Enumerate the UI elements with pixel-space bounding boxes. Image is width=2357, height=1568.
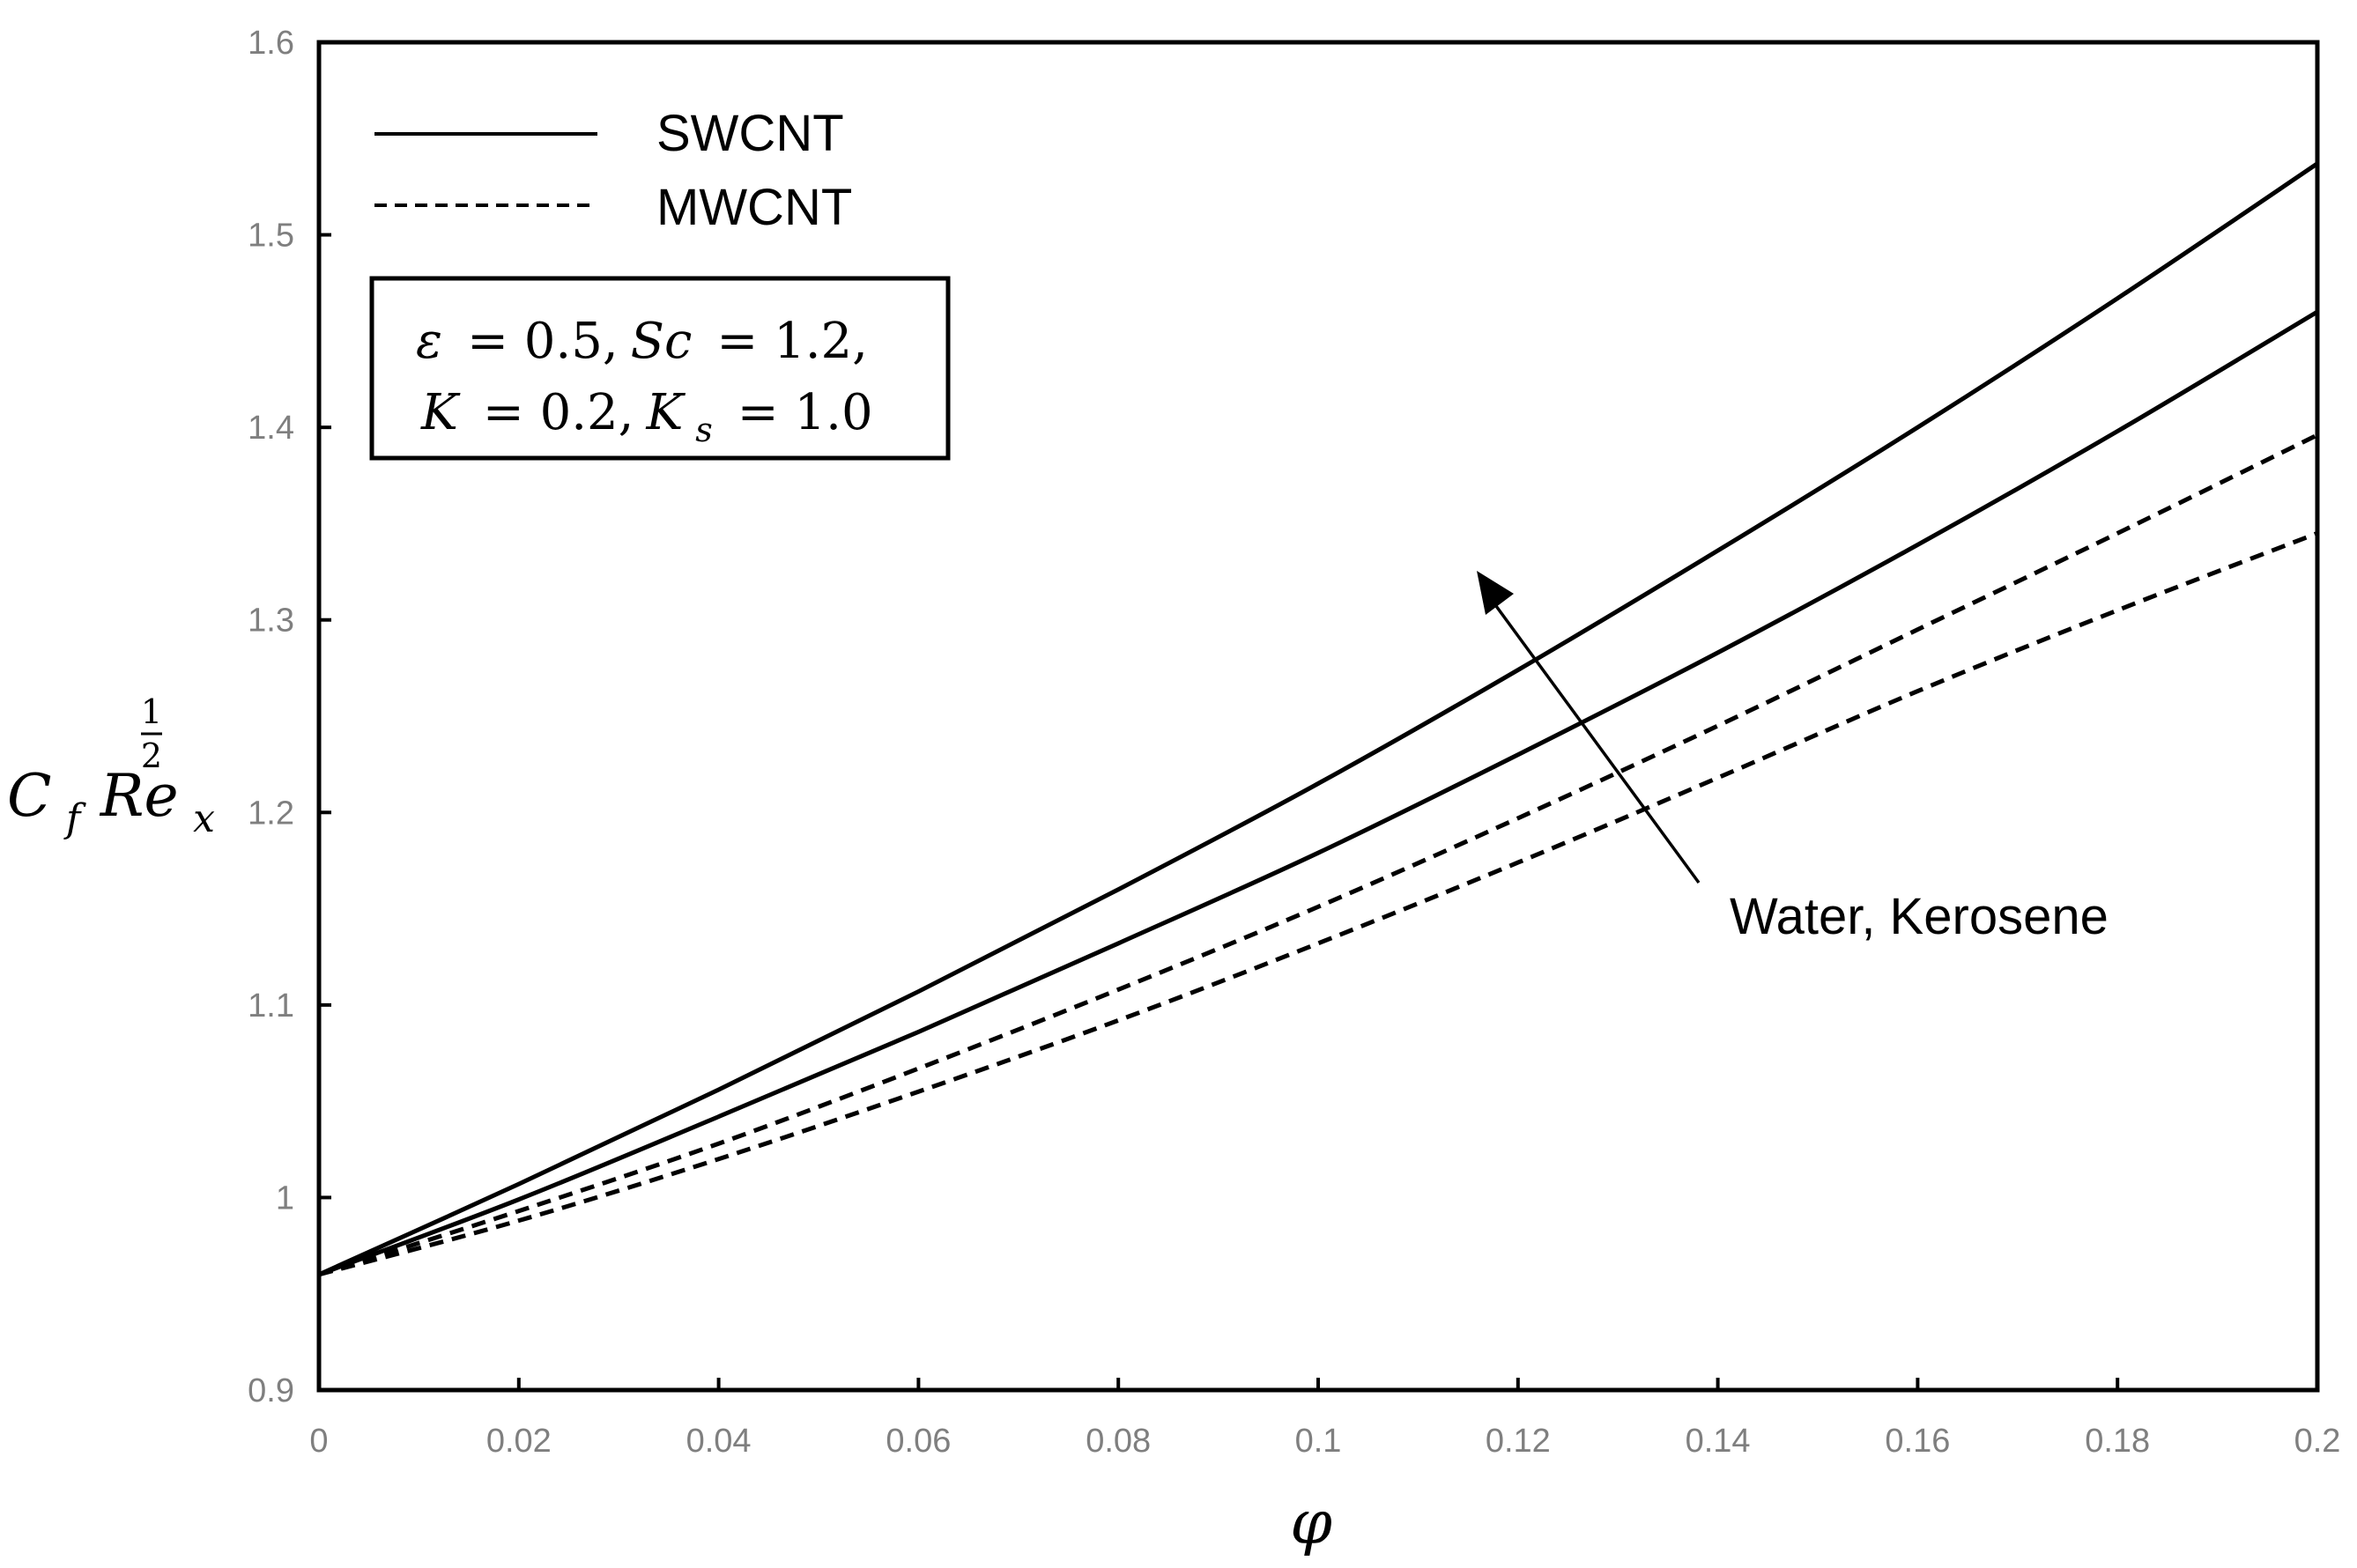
plot-frame (316, 40, 2320, 1393)
param-ks: K (645, 384, 686, 441)
parameters-line-2: K = 0.2, K s = 1.0 (420, 384, 873, 453)
y-tick-label: 1.3 (248, 603, 294, 640)
y-axis-ticks: 0.9 1 1.1 1.2 1.3 1.4 1.5 1.6 (248, 25, 331, 1409)
annotation-arrow-shaft (1494, 604, 1701, 884)
legend-label-swcnt: SWCNT (656, 105, 844, 162)
x-axis-label: φ (1290, 1489, 1332, 1558)
y-tick-label: 1.6 (248, 25, 294, 62)
x-tick-label: 0.04 (686, 1423, 752, 1460)
parameters-line-1: ε = 0.5, Sc = 1.2, (416, 313, 868, 370)
x-tick-label: 0.12 (1486, 1423, 1551, 1460)
y-tick-label: 1 (276, 1180, 294, 1217)
x-tick-label: 0.14 (1686, 1423, 1751, 1460)
x-tick-label: 0.2 (2294, 1423, 2341, 1460)
y-tick-label: 1.1 (248, 987, 294, 1024)
series-layer (317, 161, 2319, 1277)
x-tick-label: 0.18 (2085, 1423, 2150, 1460)
series-line-swcnt-water (318, 309, 2319, 1277)
y-tick-label: 0.9 (248, 1372, 294, 1409)
x-tick-label: 0.06 (886, 1423, 951, 1460)
x-tick-label: 0.08 (1086, 1423, 1151, 1460)
legend: SWCNT MWCNT (374, 105, 852, 236)
param-epsilon: ε (416, 313, 442, 370)
y-tick-label: 1.2 (248, 795, 294, 832)
y-axis-label-exponent: 1 2 (141, 692, 162, 775)
series-line-mwcnt-water (318, 531, 2318, 1277)
param-sc-value: = 1.2, (716, 313, 868, 370)
x-tick-label: 0.1 (1295, 1423, 1342, 1460)
series-line-mwcnt-kerosene (318, 433, 2319, 1277)
annotation-label: Water, Kerosene (1730, 888, 2109, 945)
param-k-value: = 0.2, (483, 384, 634, 441)
param-sc: Sc (631, 313, 693, 370)
x-tick-label: 0.16 (1885, 1423, 1950, 1460)
param-ks-subscript: s (695, 410, 713, 449)
y-axis-label-exponent-num: 1 (141, 692, 162, 731)
y-axis-label-exponent-den: 2 (141, 736, 162, 775)
param-epsilon-value: = 0.5, (467, 313, 619, 370)
parameters-box: ε = 0.5, Sc = 1.2, K = 0.2, K s = 1.0 (369, 276, 951, 461)
x-axis-ticks: 0 0.02 0.04 0.06 0.08 0.1 0.12 0.14 0.16 0.18 0.2 (309, 1378, 2340, 1460)
x-tick-label: 0 (309, 1423, 328, 1460)
y-tick-label: 1.4 (248, 410, 294, 447)
param-ks-value: = 1.0 (737, 384, 873, 441)
x-tick-label: 0.02 (486, 1423, 552, 1460)
annotation: Water, Kerosene (1477, 571, 2109, 945)
y-axis-label: C f Re x (7, 762, 215, 845)
y-tick-label: 1.5 (248, 218, 294, 255)
series-line-swcnt-kerosene (317, 161, 2319, 1277)
param-k: K (420, 384, 461, 441)
annotation-arrowhead (1477, 571, 1514, 615)
legend-label-mwcnt: MWCNT (656, 179, 852, 236)
parameters-box-border (369, 276, 951, 461)
